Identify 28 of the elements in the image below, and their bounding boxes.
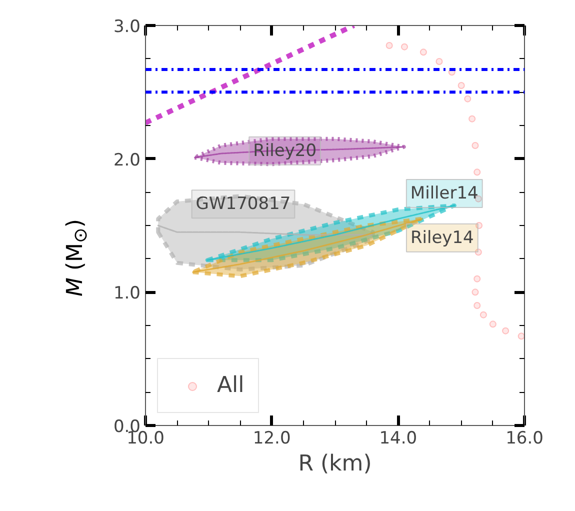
series-label: Miller14 xyxy=(410,184,478,204)
y-tick-label: 2.0 xyxy=(113,150,141,170)
point xyxy=(468,115,476,122)
point xyxy=(386,42,393,49)
series-label: Riley14 xyxy=(410,228,474,248)
series-label: GW170817 xyxy=(196,194,291,214)
series-label: Riley20 xyxy=(253,140,317,161)
point xyxy=(400,43,408,50)
x-tick-label: 12.0 xyxy=(252,428,291,448)
y-tick-label: 1.0 xyxy=(113,284,141,304)
x-tick-label: 14.0 xyxy=(379,428,418,448)
legend-label: All xyxy=(217,373,244,398)
point xyxy=(472,142,479,149)
point xyxy=(474,302,481,309)
x-axis-title: R (km) xyxy=(298,452,372,476)
point xyxy=(480,311,487,318)
point xyxy=(472,288,479,296)
y-tick-label: 3.0 xyxy=(113,17,141,37)
point xyxy=(436,58,443,65)
point xyxy=(464,95,472,102)
point xyxy=(474,275,481,282)
point xyxy=(474,168,481,176)
point xyxy=(489,320,496,328)
point xyxy=(518,332,524,340)
point xyxy=(458,82,465,89)
point xyxy=(502,327,510,334)
x-tick-label: 16.0 xyxy=(506,428,544,448)
point xyxy=(420,48,427,56)
